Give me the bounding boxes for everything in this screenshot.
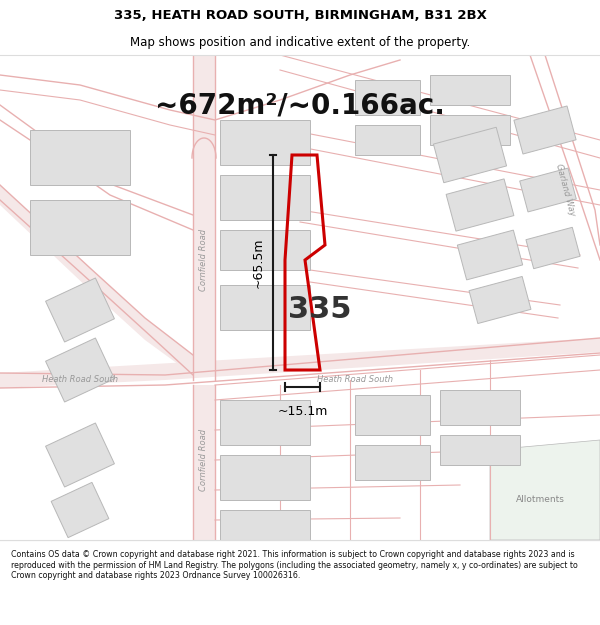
Text: ~672m²/~0.166ac.: ~672m²/~0.166ac. [155, 91, 445, 119]
Polygon shape [355, 445, 430, 480]
Polygon shape [440, 390, 520, 425]
Polygon shape [46, 338, 115, 402]
Polygon shape [469, 276, 531, 324]
Polygon shape [490, 440, 600, 540]
Polygon shape [520, 168, 576, 212]
Text: Heath Road South: Heath Road South [42, 376, 118, 384]
Polygon shape [430, 75, 510, 105]
Text: Cornfield Road: Cornfield Road [199, 229, 209, 291]
Text: 335: 335 [288, 296, 352, 324]
Polygon shape [355, 80, 420, 115]
Text: ~15.1m: ~15.1m [277, 405, 328, 418]
Polygon shape [355, 395, 430, 435]
Polygon shape [220, 400, 310, 445]
Polygon shape [193, 55, 215, 375]
Polygon shape [355, 125, 420, 155]
Polygon shape [193, 385, 215, 540]
Text: Cornfield Road: Cornfield Road [199, 429, 209, 491]
Polygon shape [430, 115, 510, 145]
Polygon shape [220, 120, 310, 165]
Polygon shape [30, 130, 130, 185]
Polygon shape [46, 423, 115, 487]
Polygon shape [30, 200, 130, 255]
Polygon shape [51, 482, 109, 538]
Polygon shape [0, 55, 600, 540]
Polygon shape [220, 285, 310, 330]
Polygon shape [457, 230, 523, 280]
Polygon shape [46, 278, 115, 342]
Polygon shape [514, 106, 576, 154]
Text: Contains OS data © Crown copyright and database right 2021. This information is : Contains OS data © Crown copyright and d… [11, 550, 578, 580]
Text: Allotments: Allotments [515, 496, 565, 504]
Text: Map shows position and indicative extent of the property.: Map shows position and indicative extent… [130, 36, 470, 49]
Polygon shape [220, 510, 310, 540]
Text: Heath Road South: Heath Road South [317, 376, 393, 384]
Polygon shape [526, 228, 580, 269]
Polygon shape [220, 455, 310, 500]
Polygon shape [440, 435, 520, 465]
Polygon shape [446, 179, 514, 231]
Text: ~65.5m: ~65.5m [252, 238, 265, 288]
Polygon shape [0, 338, 600, 388]
Polygon shape [433, 127, 506, 182]
Text: 335, HEATH ROAD SOUTH, BIRMINGHAM, B31 2BX: 335, HEATH ROAD SOUTH, BIRMINGHAM, B31 2… [113, 9, 487, 22]
Text: Garland Way: Garland Way [554, 163, 577, 217]
Polygon shape [220, 175, 310, 220]
Polygon shape [0, 185, 193, 375]
Polygon shape [220, 230, 310, 270]
